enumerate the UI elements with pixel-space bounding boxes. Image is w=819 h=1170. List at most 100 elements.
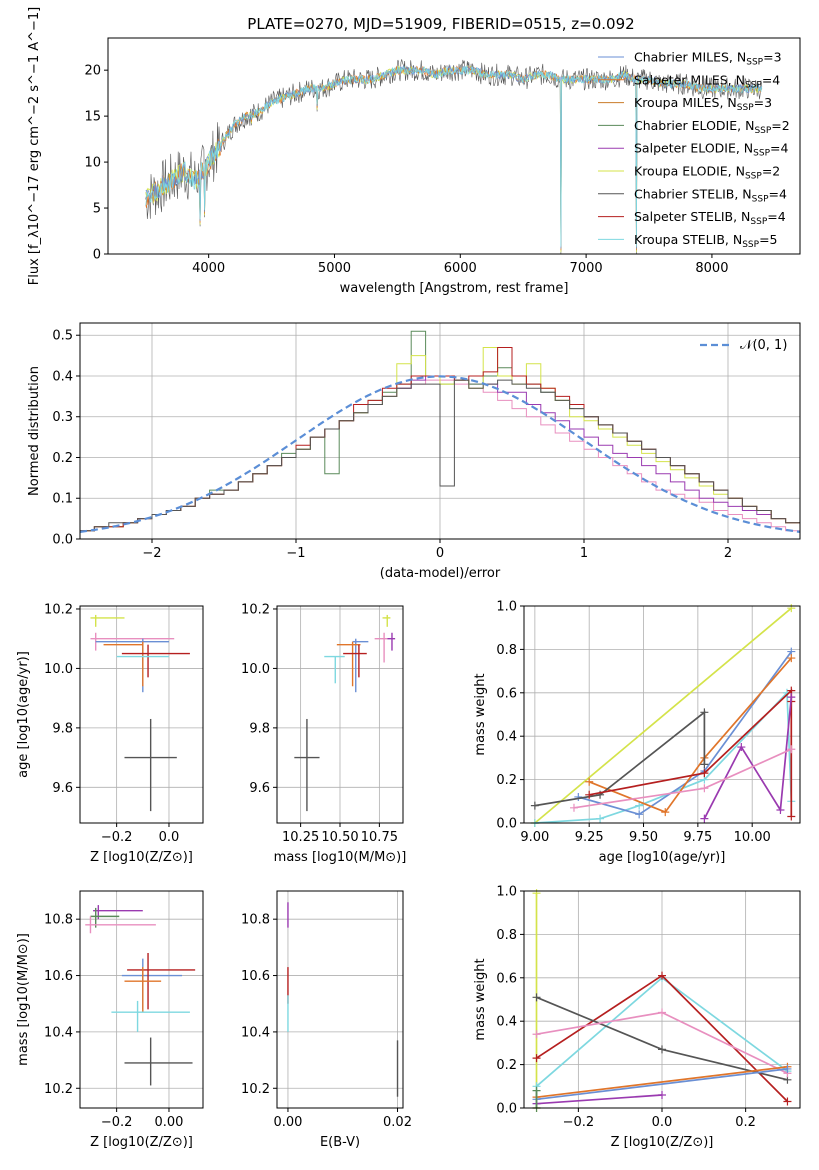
mass_vs_EBV-ytick-label: 10.6: [241, 969, 270, 984]
age_vs_Z-ytick-label: 10.2: [44, 602, 73, 617]
weight_vs_age-marker-kroupa_stelib: [635, 801, 644, 810]
weight_vs_age-marker-salpeter_elodie: [787, 693, 796, 702]
age_vs_mass-ytick-label: 10.0: [241, 662, 270, 677]
residuals-xlabel: (data-model)/error: [380, 566, 501, 581]
residuals-plot: [76, 323, 800, 543]
weight_vs_age-ytick-label: 0.8: [496, 643, 517, 658]
weight_vs_Z-ytick-label: 0.4: [496, 1015, 517, 1030]
age_vs_mass-frame: [276, 605, 404, 824]
residuals-ytick-label: 0.1: [52, 492, 73, 507]
spectrum-ytick-label: 0: [93, 248, 101, 263]
weight_vs_Z-marker-chabrier_stelib: [658, 1045, 666, 1054]
weight_vs_age-xlabel: age [log10(age/yr)]: [599, 850, 726, 865]
mass_vs_Z-xlabel: Z [log10(Z/Z⊙)]: [90, 1135, 193, 1150]
spectrum-legend-entry: Salpeter MILES, NSSP=4: [634, 72, 780, 90]
spectrum-plot: [104, 69, 713, 258]
weight_vs_age-ytick-label: 0.6: [496, 686, 517, 701]
residuals-xtick-label: −1: [286, 546, 305, 561]
spectrum-xtick-label: 6000: [444, 261, 477, 276]
weight_vs_Z-marker-chabrier_stelib: [532, 993, 541, 1002]
age_vs_Z-ytick-label: 9.8: [52, 721, 73, 736]
weight_vs_Z-line-salpeter_elodie: [536, 1094, 663, 1105]
weight_vs_age-marker-salpeter_miles: [585, 777, 594, 786]
residuals-xtick-label: −2: [142, 546, 161, 561]
weight_vs_Z-marker-salpeter_elodie: [658, 1090, 666, 1099]
spectrum-ylabel: Flux [f_λ10^−17 erg cm^−2 s^−1 A^−1]: [27, 7, 42, 285]
age_vs_mass-ytick-label: 9.6: [249, 781, 270, 796]
weight_vs_Z-marker-pink: [532, 1030, 541, 1039]
mass_vs_EBV-ytick-label: 10.4: [241, 1025, 270, 1040]
spectrum-xtick-label: 4000: [192, 261, 225, 276]
weight_vs_Z-marker-chabrier_miles: [783, 1064, 792, 1073]
weight_vs_age-xtick-label: 10.00: [734, 830, 771, 845]
mass_vs_EBV-plot: [273, 891, 403, 1112]
weight_vs_age-marker-pink: [787, 745, 796, 754]
age_vs_mass-xtick-label: 10.25: [282, 830, 319, 845]
spectrum-xtick-label: 7000: [570, 261, 603, 276]
age_vs_Z-ylabel: age [log10(age/yr)]: [16, 651, 31, 778]
weight_vs_age-line-salpeter_stelib: [589, 688, 793, 817]
mass_vs_EBV-xlabel: E(B-V): [320, 1135, 360, 1150]
mass_vs_EBV-ytick-label: 10.8: [241, 913, 270, 928]
spectrum-ytick-label: 20: [84, 64, 101, 79]
residuals-xtick-label: 2: [724, 546, 732, 561]
mass_vs_Z-ytick-label: 10.8: [44, 913, 73, 928]
residuals-frame: [79, 322, 801, 540]
weight_vs_age-marker-chabrier_stelib: [700, 708, 709, 717]
weight_vs_age-plot: [520, 605, 800, 827]
weight_vs_Z-marker-salpeter_stelib: [532, 1054, 541, 1063]
weight_vs_Z-ytick-label: 0.2: [496, 1058, 517, 1073]
weight_vs_Z-marker-kroupa_elodie: [532, 889, 541, 898]
weight_vs_Z-xlabel: Z [log10(Z/Z⊙)]: [611, 1135, 714, 1150]
weight_vs_age-line-salpeter_elodie: [703, 697, 793, 820]
weight_vs_age-marker-salpeter_elodie: [700, 814, 709, 823]
weight_vs_age-marker-salpeter_miles: [787, 654, 796, 663]
weight_vs_Z-marker-salpeter_stelib: [658, 971, 666, 980]
spectrum-frame: [107, 37, 801, 255]
spectrum-line-kroupa_stelib: [145, 65, 763, 247]
spectrum-line-kroupa_elodie: [145, 65, 763, 253]
mass_vs_EBV-xtick-label: 0.02: [383, 1115, 412, 1130]
weight_vs_age-marker-salpeter_miles: [661, 808, 670, 817]
age_vs_Z-ytick-label: 10.0: [44, 662, 73, 677]
weight_vs_age-line-pink: [573, 748, 792, 809]
age_vs_mass-xlabel: mass [log10(M/M⊙)]: [274, 850, 407, 865]
weight_vs_age-ytick-label: 1.0: [496, 600, 517, 615]
weight_vs_Z-marker-pink: [658, 1008, 666, 1017]
age_vs_Z-frame: [79, 605, 204, 824]
weight_vs_age-xtick-label: 9.50: [629, 830, 658, 845]
spectrum-legend-entry: Chabrier STELIB, NSSP=4: [634, 186, 787, 204]
age_vs_Z-xlabel: Z [log10(Z/Z⊙)]: [90, 850, 193, 865]
age_vs_mass-plot: [273, 606, 403, 827]
weight_vs_Z-frame: [523, 890, 801, 1109]
mass_vs_Z-frame: [79, 890, 204, 1109]
weight_vs_age-ytick-label: 0.0: [496, 817, 517, 832]
spectrum-line-chabrier_stelib: [145, 59, 763, 255]
weight_vs_Z-line-salpeter_miles: [536, 1065, 788, 1099]
mass_vs_EBV-xtick-label: 0.00: [273, 1115, 302, 1130]
mass_vs_EBV-ytick-label: 10.2: [241, 1082, 270, 1097]
weight_vs_age-line-kroupa_elodie: [534, 607, 792, 824]
weight_vs_age-frame: [523, 605, 801, 824]
spectrum-legend-entry: Kroupa MILES, NSSP=3: [634, 95, 772, 113]
spectrum-legend-entry: Kroupa ELODIE, NSSP=2: [634, 164, 780, 182]
spectrum-legend-entry: Salpeter ELODIE, NSSP=4: [634, 141, 789, 159]
weight_vs_age-ytick-label: 0.2: [496, 773, 517, 788]
weight_vs_age-marker-chabrier_miles: [635, 810, 644, 819]
weight_vs_age-marker-salpeter_elodie: [776, 805, 785, 814]
weight_vs_Z-ylabel: mass weight: [473, 958, 488, 1040]
weight_vs_Z-line-chabrier_miles: [536, 1068, 788, 1101]
residuals-normal-curve: [79, 375, 801, 533]
weight_vs_age-marker-pink: [569, 803, 578, 812]
age_vs_Z-xtick-label: −0.2: [101, 830, 133, 845]
age_vs_mass-xtick-label: 10.50: [321, 830, 358, 845]
mass_vs_Z-xtick-label: −0.2: [101, 1115, 133, 1130]
residuals-ytick-label: 0.3: [52, 410, 73, 425]
weight_vs_age-line-salpeter_miles: [588, 657, 792, 814]
residuals-ytick-label: 0.4: [52, 369, 73, 384]
spectrum-legend-entry: Kroupa STELIB, NSSP=5: [634, 232, 778, 250]
weight_vs_age-xtick-label: 9.25: [575, 830, 604, 845]
weight_vs_Z-marker-salpeter_stelib: [783, 1097, 792, 1106]
mass_vs_Z-ytick-label: 10.6: [44, 969, 73, 984]
weight_vs_Z-xtick-label: 0.0: [652, 1115, 673, 1130]
